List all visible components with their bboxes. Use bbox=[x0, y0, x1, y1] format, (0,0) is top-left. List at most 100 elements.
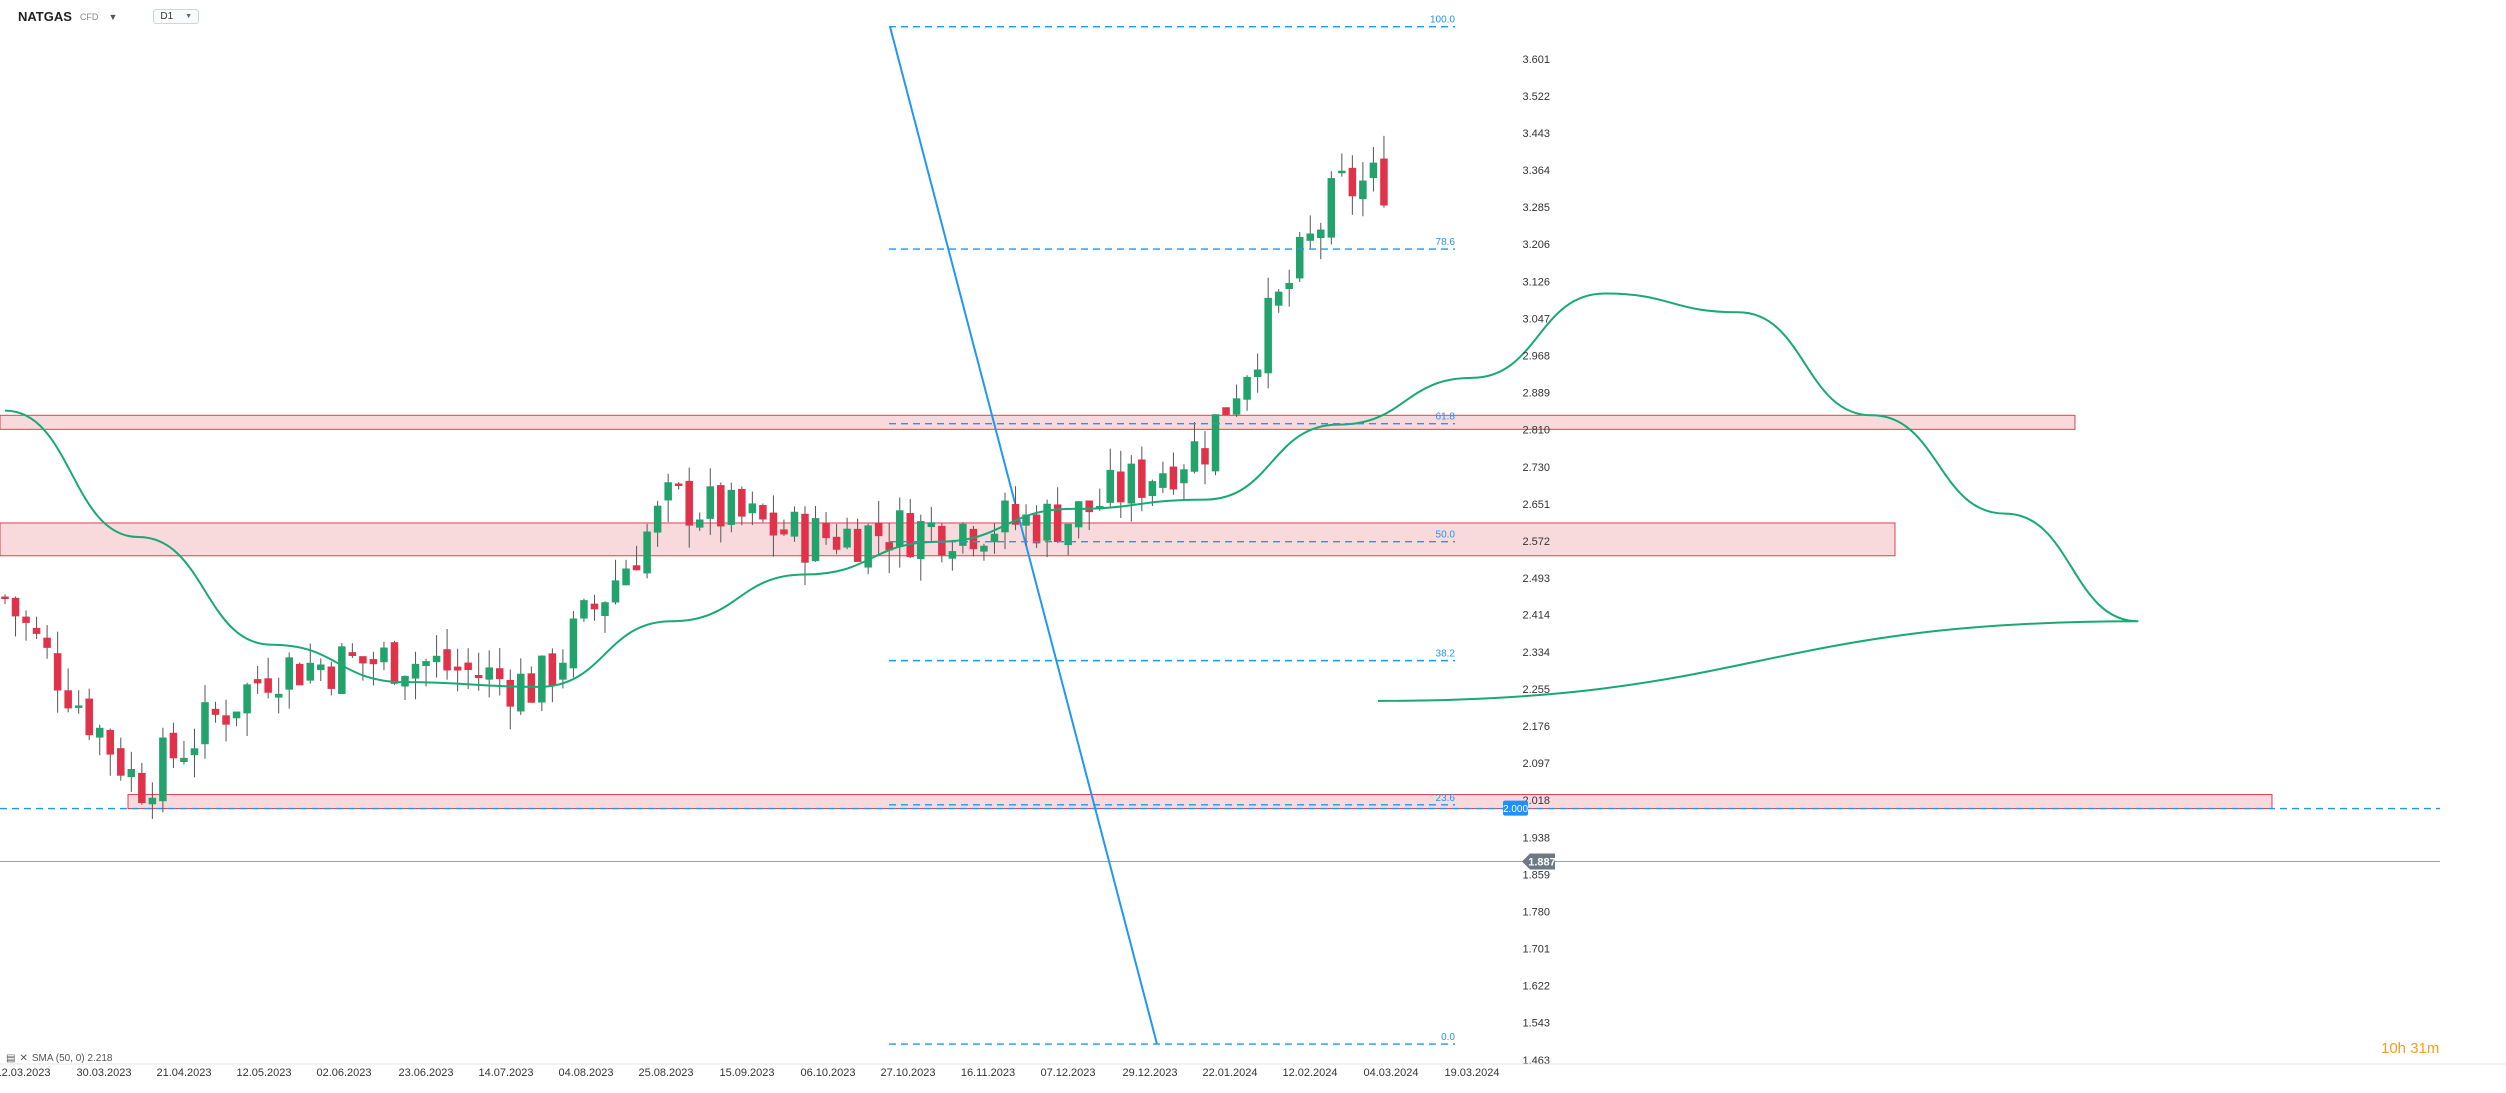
fib-label-61.8: 61.8 bbox=[1436, 412, 1456, 423]
candle-down bbox=[717, 485, 725, 527]
candle-up bbox=[1285, 282, 1293, 290]
candle-up bbox=[180, 757, 188, 762]
candle-down bbox=[590, 603, 599, 610]
candle-up bbox=[611, 580, 620, 603]
y-tick-label: 2.334 bbox=[1522, 647, 1550, 659]
candle-down bbox=[759, 505, 767, 520]
resistance-zones bbox=[0, 414, 2273, 810]
candle-up bbox=[1180, 469, 1188, 484]
candle-up bbox=[1327, 178, 1336, 238]
candle-up bbox=[748, 503, 757, 514]
trendline bbox=[889, 26, 1158, 1045]
close-icon[interactable]: ✕ bbox=[19, 1053, 28, 1064]
candle-up bbox=[864, 525, 872, 568]
y-tick-label: 1.463 bbox=[1522, 1055, 1550, 1067]
fib-label-78.6: 78.6 bbox=[1436, 237, 1456, 248]
x-tick-label: 02.06.2023 bbox=[316, 1067, 371, 1079]
candle-down bbox=[832, 536, 841, 550]
level-lines bbox=[0, 807, 2440, 862]
candle-up bbox=[1148, 481, 1157, 497]
y-tick-label: 2.651 bbox=[1522, 499, 1550, 511]
candle-down bbox=[1011, 504, 1020, 525]
candle-up bbox=[1253, 369, 1262, 377]
candle-down bbox=[1380, 158, 1388, 206]
candle-timer: 10h 31m bbox=[2381, 1040, 2440, 1057]
candle-up bbox=[1001, 500, 1009, 533]
y-tick-label: 2.414 bbox=[1522, 610, 1550, 622]
timeframe-value: D1 bbox=[160, 11, 174, 22]
candle-up bbox=[1264, 297, 1272, 374]
candle-up bbox=[1359, 180, 1367, 200]
settings-icon[interactable]: ▤ bbox=[6, 1053, 16, 1064]
candle-up bbox=[917, 521, 925, 559]
price-tags: 2.000 1.887 bbox=[1503, 800, 1556, 870]
y-tick-label: 3.206 bbox=[1522, 239, 1550, 251]
candle-up bbox=[127, 769, 136, 778]
symbol-header[interactable]: NATGAS CFD ▼ D1 ▼ bbox=[18, 9, 200, 24]
candle-up bbox=[95, 727, 104, 738]
y-tick-label: 1.938 bbox=[1522, 833, 1550, 845]
level-price-tag-text: 2.000 bbox=[1503, 804, 1528, 815]
candle-down bbox=[801, 513, 809, 563]
candle-up bbox=[727, 489, 736, 525]
fib-label-23.6: 23.6 bbox=[1436, 793, 1456, 804]
candle-down bbox=[1, 596, 9, 600]
candle-up bbox=[559, 662, 567, 680]
indicator-legend[interactable]: ▤ ✕ SMA (50, 0) 2.218 bbox=[6, 1053, 112, 1064]
candle-up bbox=[990, 533, 999, 543]
y-tick-label: 2.493 bbox=[1522, 573, 1550, 585]
candle-down bbox=[22, 616, 30, 623]
candle-down bbox=[138, 772, 146, 804]
candle-down bbox=[506, 679, 515, 707]
y-tick-label: 3.443 bbox=[1522, 128, 1550, 140]
y-tick-label: 1.622 bbox=[1522, 981, 1550, 993]
diagonal-trendline bbox=[889, 26, 1158, 1045]
candle-down bbox=[327, 666, 336, 689]
candle-down bbox=[32, 627, 41, 634]
x-tick-label: 30.03.2023 bbox=[76, 1067, 131, 1079]
candle-up bbox=[1159, 473, 1167, 488]
candle-down bbox=[1201, 448, 1209, 465]
timeframe-select[interactable]: D1 ▼ bbox=[153, 9, 200, 24]
caret-down-icon[interactable]: ▼ bbox=[108, 11, 118, 22]
candle-up bbox=[274, 693, 283, 698]
x-tick-label: 16.11.2023 bbox=[961, 1067, 1015, 1079]
candle-down bbox=[527, 673, 536, 703]
candle-down bbox=[1117, 471, 1125, 503]
candle-down bbox=[674, 483, 683, 486]
candle-down bbox=[359, 656, 367, 664]
time-axis[interactable]: 12.03.2023 30.03.2023 21.04.2023 12.05.2023… bbox=[0, 1063, 2506, 1079]
candle-down bbox=[106, 729, 115, 755]
candle-down bbox=[685, 480, 693, 526]
y-tick-label: 1.701 bbox=[1522, 944, 1550, 956]
candle-down bbox=[222, 715, 230, 725]
candle-up bbox=[948, 551, 957, 559]
candle-down bbox=[548, 653, 557, 686]
candle-down bbox=[474, 674, 483, 679]
candle-up bbox=[190, 748, 199, 756]
fib-label-38.2: 38.2 bbox=[1436, 649, 1456, 660]
y-tick-label: 3.126 bbox=[1522, 276, 1550, 288]
y-tick-label: 2.968 bbox=[1522, 350, 1550, 362]
x-tick-label: 23.06.2023 bbox=[398, 1067, 453, 1079]
zone-0 bbox=[0, 414, 2076, 430]
candle-up bbox=[569, 618, 578, 669]
candle-up bbox=[622, 568, 630, 586]
candle-down bbox=[769, 512, 778, 536]
candle-down bbox=[169, 732, 178, 759]
candle-up bbox=[148, 797, 157, 805]
zone-1 bbox=[0, 522, 1896, 557]
candle-up bbox=[1295, 236, 1304, 279]
candle-down bbox=[64, 690, 72, 709]
candle-up bbox=[601, 602, 609, 616]
fib-label-100.0: 100.0 bbox=[1430, 15, 1455, 26]
symbol-name[interactable]: NATGAS bbox=[18, 9, 72, 24]
x-tick-label: 04.08.2023 bbox=[558, 1067, 613, 1079]
x-tick-label: 19.03.2024 bbox=[1444, 1067, 1499, 1079]
candle-down bbox=[85, 698, 93, 736]
price-axis[interactable]: 3.601 3.522 3.443 3.364 3.285 3.206 3.126 3.047… bbox=[1522, 54, 1550, 1067]
candle-down bbox=[632, 565, 641, 571]
candle-up bbox=[1106, 469, 1115, 503]
candle-up bbox=[811, 518, 820, 562]
